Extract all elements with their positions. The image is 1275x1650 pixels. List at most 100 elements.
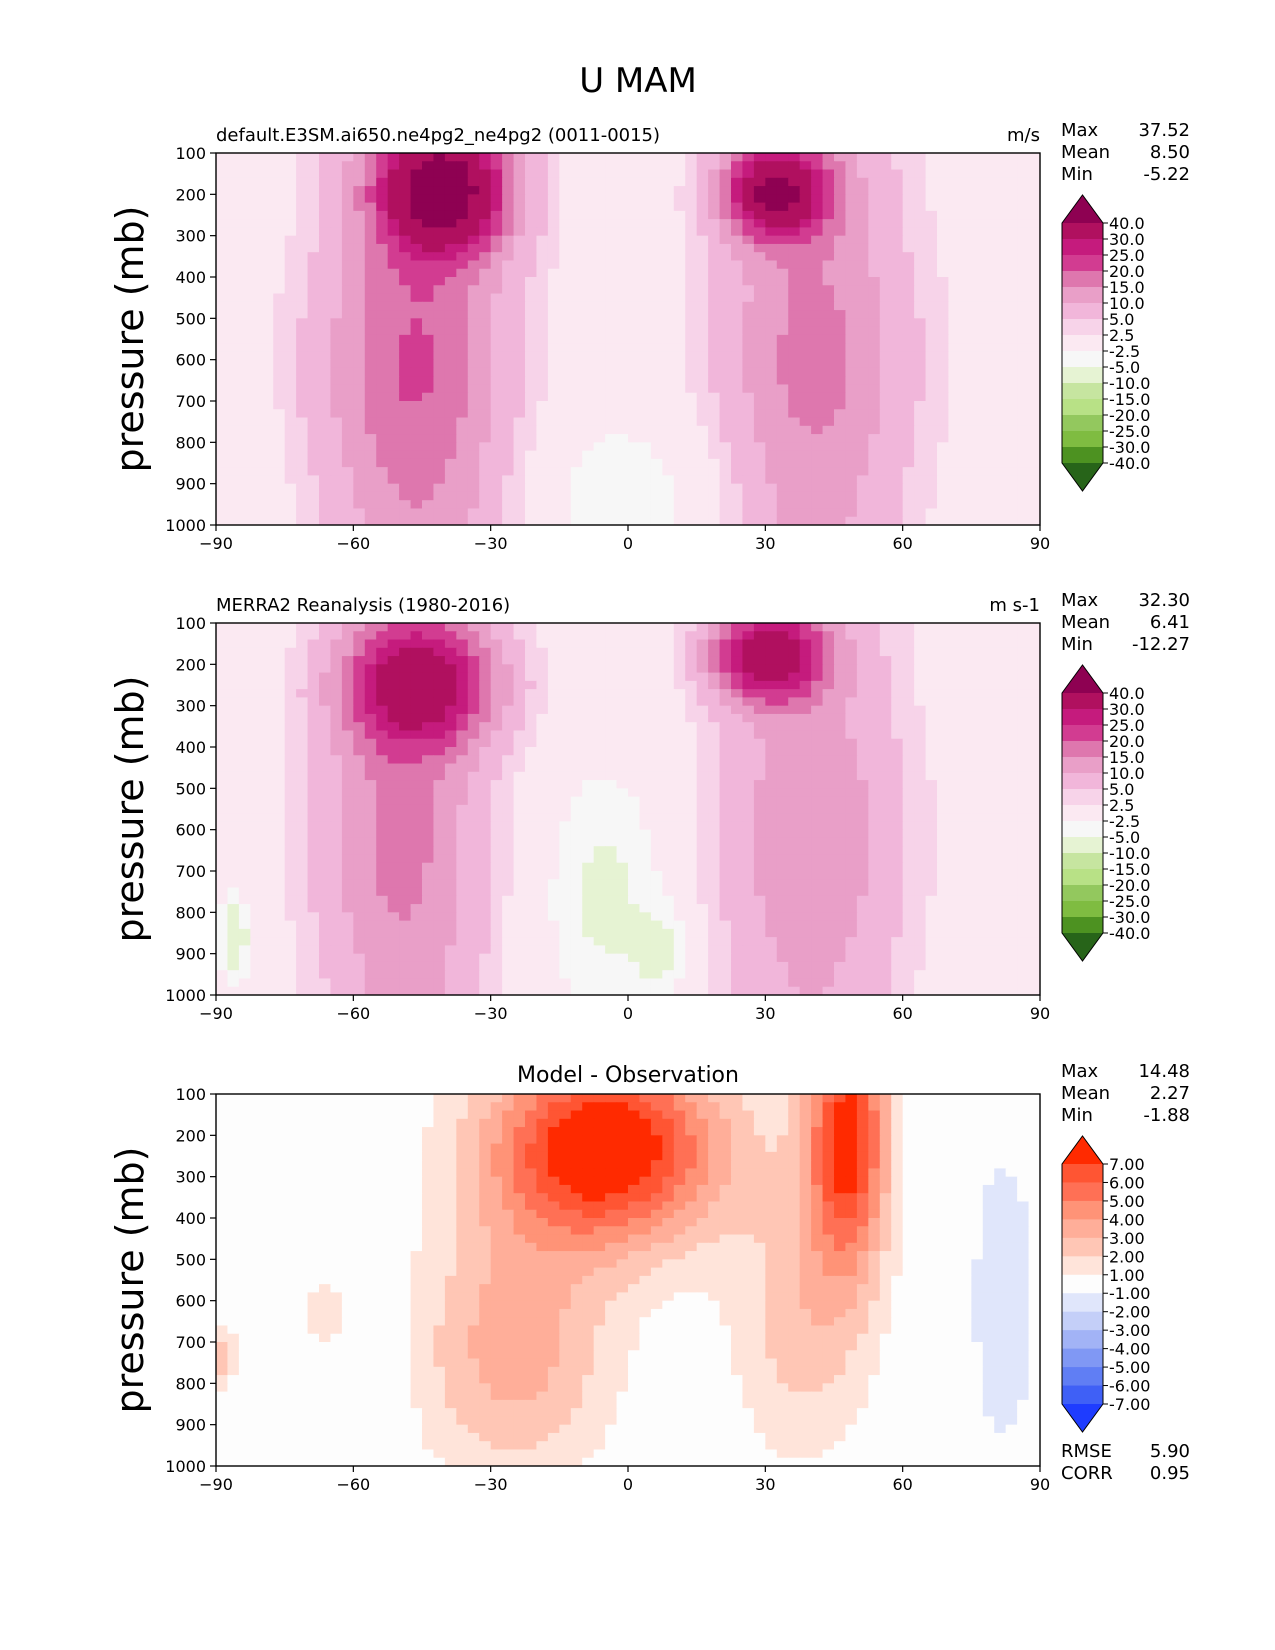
contour-cell (216, 516, 229, 525)
contour-cell (628, 359, 641, 369)
contour-cell (650, 243, 663, 253)
contour-cell (307, 631, 320, 641)
contour-cell (776, 277, 789, 286)
contour-cell (902, 623, 915, 632)
contour-cell (719, 293, 732, 303)
contour-cell (456, 161, 469, 171)
contour-cell (685, 442, 698, 452)
contour-cell (753, 169, 766, 179)
contour-cell (364, 401, 377, 410)
contour-cell (1028, 434, 1040, 443)
contour-cell (845, 425, 858, 435)
contour-cell (525, 169, 538, 179)
contour-cell (994, 425, 1007, 435)
contour-cell (673, 483, 686, 493)
contour-cell (1017, 722, 1030, 732)
contour-cell (399, 788, 412, 798)
contour-cell (216, 508, 229, 518)
contour-cell (490, 285, 503, 295)
contour-cell (547, 243, 560, 253)
contour-cell (261, 310, 274, 319)
contour-cell (353, 664, 366, 674)
contour-cell (307, 771, 320, 781)
contour-cell (788, 318, 801, 328)
contour-cell (341, 301, 354, 311)
contour-cell (513, 647, 526, 657)
contour-cell (856, 467, 869, 476)
contour-cell (788, 434, 801, 443)
contour-cell (788, 763, 801, 773)
contour-cell (948, 664, 961, 674)
contour-cell (925, 788, 938, 798)
contour-cell (536, 467, 549, 476)
contour-cell (959, 326, 972, 336)
contour-cell (765, 343, 778, 352)
contour-cell (216, 813, 229, 822)
contour-cell (742, 326, 755, 336)
contour-cell (731, 376, 744, 386)
contour-cell (227, 186, 240, 195)
contour-cell (616, 713, 629, 723)
contour-cell (822, 326, 835, 336)
contour-cell (238, 697, 251, 707)
contour-cell (616, 450, 629, 460)
contour-cell (834, 450, 847, 460)
contour-cell (639, 434, 652, 443)
x-tick-label: −30 (474, 534, 508, 553)
contour-cell (708, 376, 721, 386)
contour-cell (341, 227, 354, 237)
contour-cell (1028, 301, 1040, 311)
contour-cell (250, 705, 263, 715)
contour-cell (959, 194, 972, 204)
contour-cell (971, 268, 984, 278)
contour-cell (925, 219, 938, 228)
contour-cell (570, 722, 583, 732)
contour-cell (284, 747, 297, 756)
contour-cell (479, 450, 492, 460)
contour-cell (456, 343, 469, 352)
contour-cell (444, 434, 457, 443)
contour-cell (959, 631, 972, 641)
contour-cell (433, 376, 446, 386)
contour-cell (994, 442, 1007, 452)
contour-cell (238, 268, 251, 278)
contour-cell (582, 384, 595, 394)
contour-cell (902, 293, 915, 303)
contour-cell (1028, 252, 1040, 262)
contour-cell (456, 491, 469, 501)
contour-cell (605, 730, 618, 740)
contour-cell (456, 334, 469, 344)
contour-cell (525, 401, 538, 410)
contour-cell (467, 392, 480, 402)
contour-cell (319, 500, 332, 510)
contour-cell (444, 467, 457, 476)
contour-cell (856, 425, 869, 435)
contour-cell (708, 475, 721, 485)
contour-cell (444, 343, 457, 352)
contour-cell (788, 747, 801, 756)
contour-cell (696, 219, 709, 228)
contour-cell (238, 301, 251, 311)
contour-cell (776, 243, 789, 253)
contour-cell (731, 417, 744, 427)
contour-cell (479, 780, 492, 789)
contour-cell (708, 202, 721, 212)
contour-cell (628, 194, 641, 204)
contour-cell (788, 771, 801, 781)
contour-cell (731, 697, 744, 707)
contour-cell (376, 747, 389, 756)
contour-cell (593, 631, 606, 641)
contour-cell (467, 467, 480, 476)
contour-cell (1017, 425, 1030, 435)
contour-cell (834, 268, 847, 278)
contour-cell (685, 771, 698, 781)
contour-cell (444, 458, 457, 468)
contour-cell (250, 730, 263, 740)
contour-cell (1028, 656, 1040, 665)
contour-cell (753, 219, 766, 228)
contour-cell (788, 359, 801, 369)
contour-cell (685, 202, 698, 212)
contour-cell (776, 689, 789, 698)
contour-cell (547, 351, 560, 361)
contour-cell (799, 722, 812, 732)
